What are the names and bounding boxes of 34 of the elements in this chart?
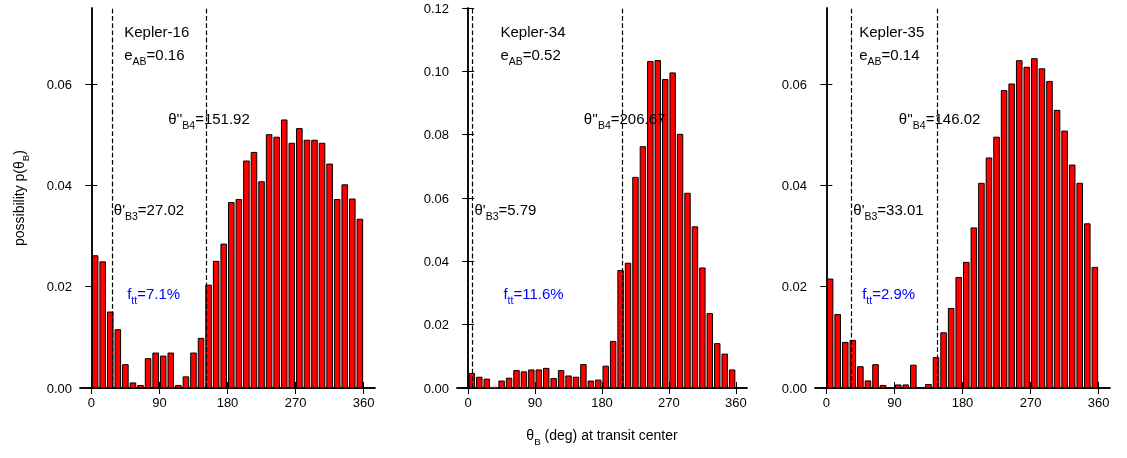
x-tick-label: 360 — [724, 395, 747, 410]
y-tick-label: 0.02 — [781, 279, 807, 295]
y-tick-label: 0.06 — [781, 76, 807, 92]
y-axis-title: possibility p(θB) — [10, 149, 31, 247]
annotation: Kepler-34 — [500, 22, 566, 40]
x-tick-label: 180 — [951, 395, 974, 410]
x-tick-label: 90 — [887, 395, 902, 410]
x-tick-label: 0 — [822, 395, 830, 410]
x-tick-label: 270 — [284, 395, 307, 410]
x-tick-label: 90 — [527, 395, 543, 410]
y-tick-label: 0.02 — [46, 279, 72, 295]
y-tick-label: 0.04 — [423, 253, 449, 269]
annotation: Kepler-35 — [859, 22, 925, 40]
x-tick-label: 360 — [352, 395, 375, 410]
x-tick-label: 0 — [464, 395, 472, 410]
y-tick-label: 0.04 — [781, 177, 807, 193]
y-tick-label: 0.06 — [46, 76, 72, 92]
x-tick-label: 270 — [658, 395, 680, 410]
x-tick-label: 270 — [1019, 395, 1042, 410]
y-tick-label: 0.08 — [423, 127, 449, 143]
x-tick-label: 180 — [591, 395, 613, 410]
y-tick-label: 0.12 — [423, 0, 449, 16]
x-tick-label: 360 — [1087, 395, 1110, 410]
y-tick-label: 0.10 — [423, 63, 449, 79]
x-tick-label: 180 — [216, 395, 239, 410]
x-tick-label: 0 — [87, 395, 95, 410]
annotation: Kepler-16 — [124, 22, 190, 40]
x-tick-label: 90 — [152, 395, 167, 410]
y-tick-label: 0.06 — [423, 190, 449, 206]
y-tick-label: 0.04 — [46, 177, 72, 193]
y-tick-label: 0.00 — [423, 380, 449, 396]
y-tick-label: 0.00 — [46, 380, 72, 396]
y-tick-label: 0.00 — [781, 380, 807, 396]
y-tick-label: 0.02 — [423, 317, 449, 333]
